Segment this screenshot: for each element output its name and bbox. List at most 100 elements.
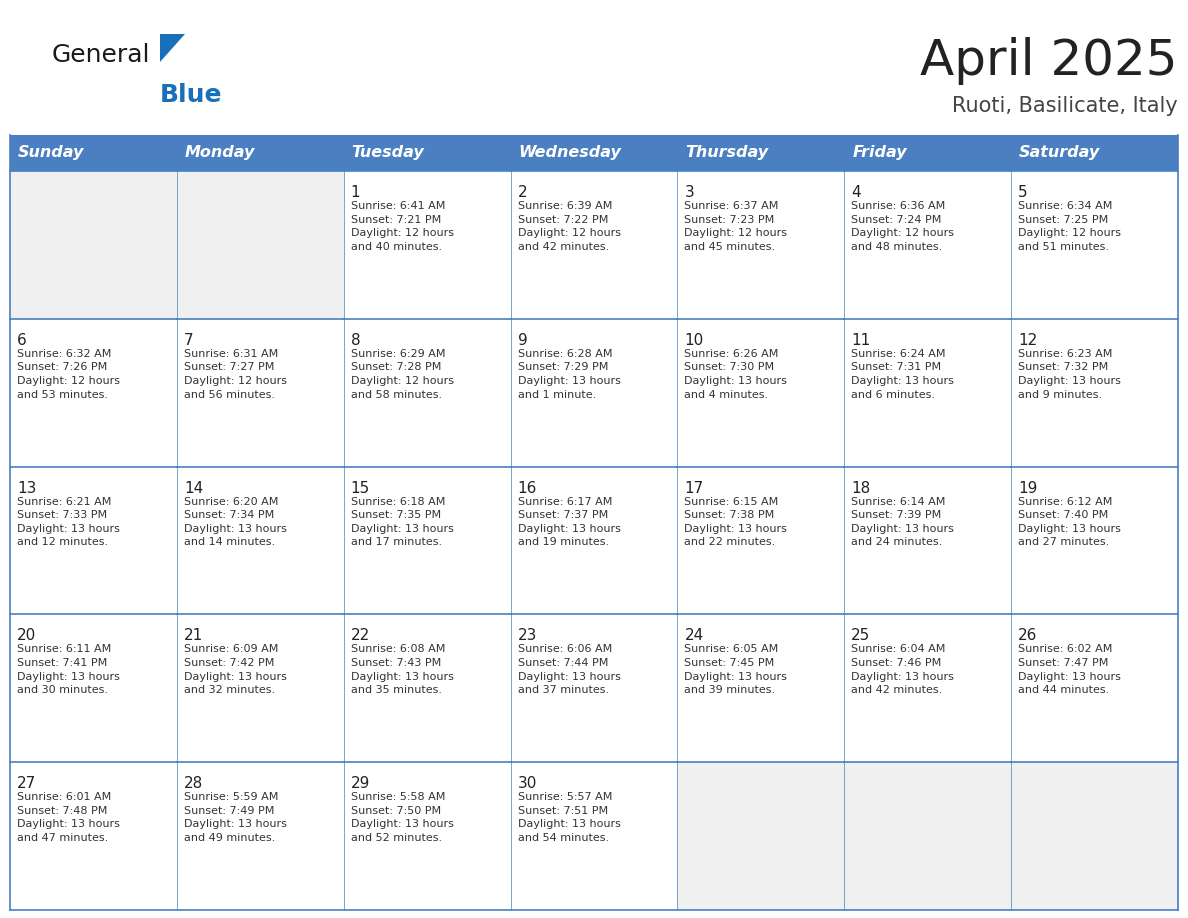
- Bar: [1011, 171, 1178, 319]
- Text: Sunrise: 6:34 AM
Sunset: 7:25 PM
Daylight: 12 hours
and 51 minutes.: Sunrise: 6:34 AM Sunset: 7:25 PM Dayligh…: [1018, 201, 1121, 252]
- Bar: [177, 171, 343, 319]
- Bar: [511, 614, 677, 762]
- Text: Sunrise: 5:59 AM
Sunset: 7:49 PM
Daylight: 13 hours
and 49 minutes.: Sunrise: 5:59 AM Sunset: 7:49 PM Dayligh…: [184, 792, 286, 843]
- Bar: [677, 466, 845, 614]
- Bar: [1011, 466, 1178, 614]
- Bar: [677, 319, 845, 466]
- Bar: [343, 319, 511, 466]
- Text: 29: 29: [350, 777, 371, 791]
- Text: 18: 18: [852, 481, 871, 496]
- Text: 28: 28: [184, 777, 203, 791]
- Text: Sunrise: 6:41 AM
Sunset: 7:21 PM
Daylight: 12 hours
and 40 minutes.: Sunrise: 6:41 AM Sunset: 7:21 PM Dayligh…: [350, 201, 454, 252]
- Text: 30: 30: [518, 777, 537, 791]
- Text: 1: 1: [350, 185, 360, 200]
- Text: 23: 23: [518, 629, 537, 644]
- Text: 2: 2: [518, 185, 527, 200]
- Text: Ruoti, Basilicate, Italy: Ruoti, Basilicate, Italy: [953, 96, 1178, 116]
- Text: Sunrise: 6:08 AM
Sunset: 7:43 PM
Daylight: 13 hours
and 35 minutes.: Sunrise: 6:08 AM Sunset: 7:43 PM Dayligh…: [350, 644, 454, 695]
- Bar: [177, 466, 343, 614]
- Text: 22: 22: [350, 629, 369, 644]
- Text: 8: 8: [350, 333, 360, 348]
- Bar: [10, 171, 177, 319]
- Text: 14: 14: [184, 481, 203, 496]
- Text: Sunrise: 6:32 AM
Sunset: 7:26 PM
Daylight: 12 hours
and 53 minutes.: Sunrise: 6:32 AM Sunset: 7:26 PM Dayligh…: [17, 349, 120, 399]
- Text: Sunrise: 5:58 AM
Sunset: 7:50 PM
Daylight: 13 hours
and 52 minutes.: Sunrise: 5:58 AM Sunset: 7:50 PM Dayligh…: [350, 792, 454, 843]
- Text: 16: 16: [518, 481, 537, 496]
- Text: Sunrise: 6:23 AM
Sunset: 7:32 PM
Daylight: 13 hours
and 9 minutes.: Sunrise: 6:23 AM Sunset: 7:32 PM Dayligh…: [1018, 349, 1121, 399]
- Text: 20: 20: [17, 629, 37, 644]
- Text: Monday: Monday: [185, 145, 255, 161]
- Text: April 2025: April 2025: [921, 37, 1178, 85]
- Text: Sunrise: 6:24 AM
Sunset: 7:31 PM
Daylight: 13 hours
and 6 minutes.: Sunrise: 6:24 AM Sunset: 7:31 PM Dayligh…: [852, 349, 954, 399]
- Text: 11: 11: [852, 333, 871, 348]
- Bar: [511, 171, 677, 319]
- Text: Sunrise: 6:14 AM
Sunset: 7:39 PM
Daylight: 13 hours
and 24 minutes.: Sunrise: 6:14 AM Sunset: 7:39 PM Dayligh…: [852, 497, 954, 547]
- Bar: [845, 466, 1011, 614]
- Text: Sunrise: 6:04 AM
Sunset: 7:46 PM
Daylight: 13 hours
and 42 minutes.: Sunrise: 6:04 AM Sunset: 7:46 PM Dayligh…: [852, 644, 954, 695]
- Bar: [10, 762, 177, 910]
- Text: 9: 9: [518, 333, 527, 348]
- Bar: [1011, 762, 1178, 910]
- Bar: [845, 171, 1011, 319]
- Text: Tuesday: Tuesday: [352, 145, 424, 161]
- Text: Sunrise: 6:36 AM
Sunset: 7:24 PM
Daylight: 12 hours
and 48 minutes.: Sunrise: 6:36 AM Sunset: 7:24 PM Dayligh…: [852, 201, 954, 252]
- Text: Sunrise: 5:57 AM
Sunset: 7:51 PM
Daylight: 13 hours
and 54 minutes.: Sunrise: 5:57 AM Sunset: 7:51 PM Dayligh…: [518, 792, 620, 843]
- Text: 7: 7: [184, 333, 194, 348]
- Text: Sunrise: 6:26 AM
Sunset: 7:30 PM
Daylight: 13 hours
and 4 minutes.: Sunrise: 6:26 AM Sunset: 7:30 PM Dayligh…: [684, 349, 788, 399]
- Text: Sunrise: 6:21 AM
Sunset: 7:33 PM
Daylight: 13 hours
and 12 minutes.: Sunrise: 6:21 AM Sunset: 7:33 PM Dayligh…: [17, 497, 120, 547]
- Text: Sunrise: 6:20 AM
Sunset: 7:34 PM
Daylight: 13 hours
and 14 minutes.: Sunrise: 6:20 AM Sunset: 7:34 PM Dayligh…: [184, 497, 286, 547]
- Text: 12: 12: [1018, 333, 1037, 348]
- Bar: [343, 614, 511, 762]
- Bar: [343, 762, 511, 910]
- Bar: [343, 171, 511, 319]
- Text: Friday: Friday: [852, 145, 906, 161]
- Bar: [845, 319, 1011, 466]
- Text: Sunrise: 6:06 AM
Sunset: 7:44 PM
Daylight: 13 hours
and 37 minutes.: Sunrise: 6:06 AM Sunset: 7:44 PM Dayligh…: [518, 644, 620, 695]
- Text: 10: 10: [684, 333, 703, 348]
- Text: Sunrise: 6:11 AM
Sunset: 7:41 PM
Daylight: 13 hours
and 30 minutes.: Sunrise: 6:11 AM Sunset: 7:41 PM Dayligh…: [17, 644, 120, 695]
- Text: 25: 25: [852, 629, 871, 644]
- Bar: [177, 762, 343, 910]
- Bar: [10, 614, 177, 762]
- Text: 21: 21: [184, 629, 203, 644]
- Text: 4: 4: [852, 185, 861, 200]
- Text: Sunrise: 6:39 AM
Sunset: 7:22 PM
Daylight: 12 hours
and 42 minutes.: Sunrise: 6:39 AM Sunset: 7:22 PM Dayligh…: [518, 201, 620, 252]
- Bar: [343, 466, 511, 614]
- Text: Saturday: Saturday: [1019, 145, 1100, 161]
- Bar: [177, 614, 343, 762]
- Text: Sunrise: 6:17 AM
Sunset: 7:37 PM
Daylight: 13 hours
and 19 minutes.: Sunrise: 6:17 AM Sunset: 7:37 PM Dayligh…: [518, 497, 620, 547]
- Text: 27: 27: [17, 777, 37, 791]
- Bar: [10, 319, 177, 466]
- Text: Sunrise: 6:18 AM
Sunset: 7:35 PM
Daylight: 13 hours
and 17 minutes.: Sunrise: 6:18 AM Sunset: 7:35 PM Dayligh…: [350, 497, 454, 547]
- Text: Sunrise: 6:01 AM
Sunset: 7:48 PM
Daylight: 13 hours
and 47 minutes.: Sunrise: 6:01 AM Sunset: 7:48 PM Dayligh…: [17, 792, 120, 843]
- Bar: [511, 762, 677, 910]
- Text: 24: 24: [684, 629, 703, 644]
- Text: 5: 5: [1018, 185, 1028, 200]
- Bar: [677, 171, 845, 319]
- Bar: [511, 466, 677, 614]
- Text: Sunday: Sunday: [18, 145, 84, 161]
- Bar: [1011, 319, 1178, 466]
- Bar: [10, 466, 177, 614]
- Text: 3: 3: [684, 185, 694, 200]
- Text: Wednesday: Wednesday: [519, 145, 621, 161]
- Text: General: General: [52, 43, 151, 67]
- Text: Sunrise: 6:37 AM
Sunset: 7:23 PM
Daylight: 12 hours
and 45 minutes.: Sunrise: 6:37 AM Sunset: 7:23 PM Dayligh…: [684, 201, 788, 252]
- Text: Sunrise: 6:29 AM
Sunset: 7:28 PM
Daylight: 12 hours
and 58 minutes.: Sunrise: 6:29 AM Sunset: 7:28 PM Dayligh…: [350, 349, 454, 399]
- Text: Sunrise: 6:05 AM
Sunset: 7:45 PM
Daylight: 13 hours
and 39 minutes.: Sunrise: 6:05 AM Sunset: 7:45 PM Dayligh…: [684, 644, 788, 695]
- Text: Sunrise: 6:09 AM
Sunset: 7:42 PM
Daylight: 13 hours
and 32 minutes.: Sunrise: 6:09 AM Sunset: 7:42 PM Dayligh…: [184, 644, 286, 695]
- Text: 26: 26: [1018, 629, 1037, 644]
- Bar: [10, 135, 1178, 171]
- Text: Sunrise: 6:15 AM
Sunset: 7:38 PM
Daylight: 13 hours
and 22 minutes.: Sunrise: 6:15 AM Sunset: 7:38 PM Dayligh…: [684, 497, 788, 547]
- Text: 6: 6: [17, 333, 27, 348]
- Text: 19: 19: [1018, 481, 1037, 496]
- Bar: [1011, 614, 1178, 762]
- Bar: [177, 319, 343, 466]
- Text: Thursday: Thursday: [685, 145, 769, 161]
- Text: Sunrise: 6:02 AM
Sunset: 7:47 PM
Daylight: 13 hours
and 44 minutes.: Sunrise: 6:02 AM Sunset: 7:47 PM Dayligh…: [1018, 644, 1121, 695]
- Text: Sunrise: 6:31 AM
Sunset: 7:27 PM
Daylight: 12 hours
and 56 minutes.: Sunrise: 6:31 AM Sunset: 7:27 PM Dayligh…: [184, 349, 286, 399]
- Text: Sunrise: 6:12 AM
Sunset: 7:40 PM
Daylight: 13 hours
and 27 minutes.: Sunrise: 6:12 AM Sunset: 7:40 PM Dayligh…: [1018, 497, 1121, 547]
- Polygon shape: [160, 34, 185, 62]
- Text: 17: 17: [684, 481, 703, 496]
- Bar: [677, 614, 845, 762]
